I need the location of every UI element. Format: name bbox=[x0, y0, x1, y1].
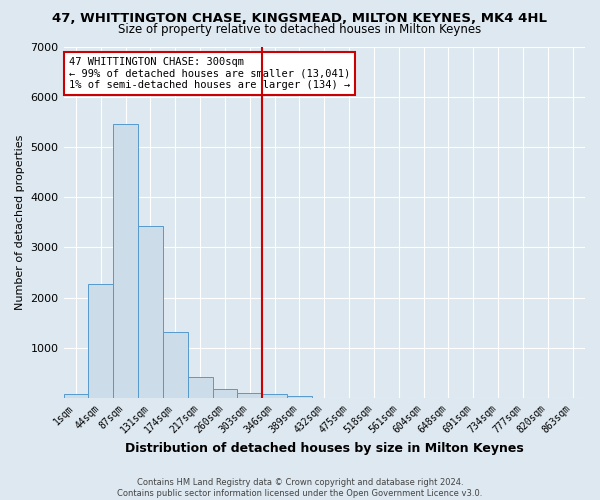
Bar bbox=[188, 376, 212, 398]
Bar bbox=[113, 124, 138, 398]
Bar bbox=[163, 332, 188, 398]
Bar bbox=[238, 393, 262, 398]
Text: Contains HM Land Registry data © Crown copyright and database right 2024.
Contai: Contains HM Land Registry data © Crown c… bbox=[118, 478, 482, 498]
Bar bbox=[287, 396, 312, 398]
Text: 47 WHITTINGTON CHASE: 300sqm
← 99% of detached houses are smaller (13,041)
1% of: 47 WHITTINGTON CHASE: 300sqm ← 99% of de… bbox=[69, 57, 350, 90]
Text: 47, WHITTINGTON CHASE, KINGSMEAD, MILTON KEYNES, MK4 4HL: 47, WHITTINGTON CHASE, KINGSMEAD, MILTON… bbox=[53, 12, 548, 26]
Bar bbox=[212, 389, 238, 398]
Y-axis label: Number of detached properties: Number of detached properties bbox=[15, 134, 25, 310]
Bar bbox=[88, 284, 113, 398]
Bar bbox=[138, 226, 163, 398]
X-axis label: Distribution of detached houses by size in Milton Keynes: Distribution of detached houses by size … bbox=[125, 442, 524, 455]
Bar bbox=[262, 394, 287, 398]
Bar bbox=[64, 394, 88, 398]
Text: Size of property relative to detached houses in Milton Keynes: Size of property relative to detached ho… bbox=[118, 22, 482, 36]
